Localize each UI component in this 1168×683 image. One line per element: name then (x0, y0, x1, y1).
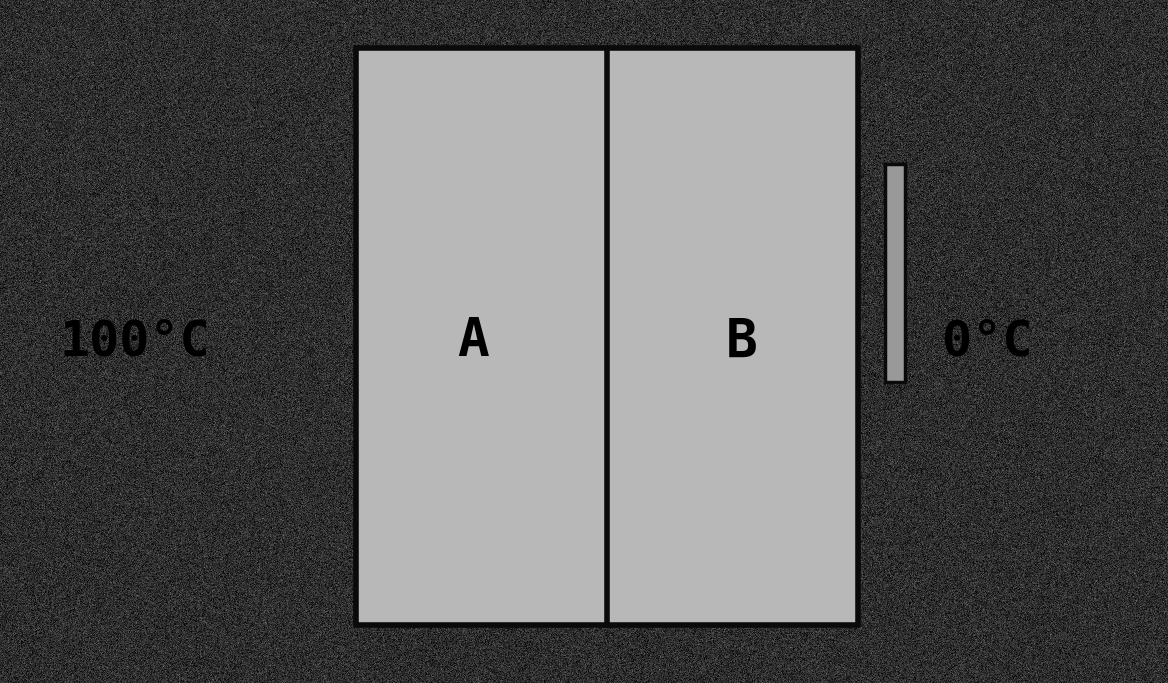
Bar (885, 164, 905, 382)
Text: A: A (457, 316, 489, 367)
Text: B: B (725, 316, 758, 367)
Text: 0°C: 0°C (941, 318, 1033, 365)
Bar (356, 48, 607, 625)
Text: 100°C: 100°C (60, 318, 209, 365)
Bar (607, 48, 858, 625)
Bar (356, 48, 858, 625)
